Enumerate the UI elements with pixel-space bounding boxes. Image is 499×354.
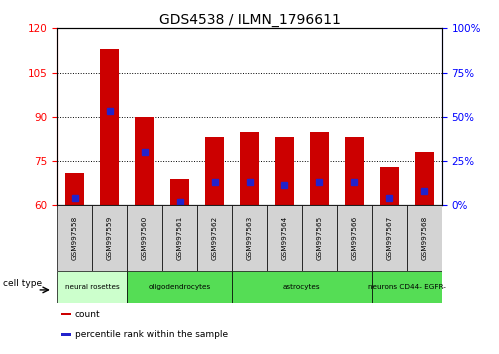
Text: astrocytes: astrocytes xyxy=(283,284,321,290)
Text: GSM997568: GSM997568 xyxy=(421,216,427,260)
Bar xyxy=(205,137,224,205)
Bar xyxy=(61,333,71,336)
Bar xyxy=(170,179,189,205)
Bar xyxy=(240,132,259,205)
Text: oligodendrocytes: oligodendrocytes xyxy=(149,284,211,290)
Text: cell type: cell type xyxy=(3,279,42,288)
FancyBboxPatch shape xyxy=(337,205,372,271)
Text: GSM997566: GSM997566 xyxy=(351,216,357,260)
Bar xyxy=(135,117,154,205)
Text: GSM997558: GSM997558 xyxy=(72,216,78,260)
FancyBboxPatch shape xyxy=(197,205,232,271)
FancyBboxPatch shape xyxy=(127,205,162,271)
FancyBboxPatch shape xyxy=(232,271,372,303)
Text: GSM997565: GSM997565 xyxy=(316,216,322,260)
Text: percentile rank within the sample: percentile rank within the sample xyxy=(75,330,228,339)
Text: neural rosettes: neural rosettes xyxy=(65,284,120,290)
FancyBboxPatch shape xyxy=(127,271,232,303)
FancyBboxPatch shape xyxy=(92,205,127,271)
Text: count: count xyxy=(75,309,100,319)
Text: GSM997564: GSM997564 xyxy=(281,216,287,260)
FancyBboxPatch shape xyxy=(57,271,127,303)
FancyBboxPatch shape xyxy=(57,205,92,271)
Text: neurons CD44- EGFR-: neurons CD44- EGFR- xyxy=(368,284,446,290)
Text: GSM997563: GSM997563 xyxy=(247,216,252,260)
Text: GSM997559: GSM997559 xyxy=(107,216,113,260)
Bar xyxy=(65,173,84,205)
Text: GSM997561: GSM997561 xyxy=(177,216,183,260)
Text: GSM997567: GSM997567 xyxy=(386,216,392,260)
Bar xyxy=(310,132,329,205)
Text: GSM997560: GSM997560 xyxy=(142,216,148,260)
FancyBboxPatch shape xyxy=(372,271,442,303)
Bar xyxy=(61,313,71,315)
FancyBboxPatch shape xyxy=(302,205,337,271)
Bar xyxy=(100,49,119,205)
Bar xyxy=(380,167,399,205)
Bar xyxy=(275,137,294,205)
FancyBboxPatch shape xyxy=(162,205,197,271)
FancyBboxPatch shape xyxy=(372,205,407,271)
Bar xyxy=(415,152,434,205)
FancyBboxPatch shape xyxy=(232,205,267,271)
FancyBboxPatch shape xyxy=(267,205,302,271)
Title: GDS4538 / ILMN_1796611: GDS4538 / ILMN_1796611 xyxy=(159,13,340,27)
Text: GSM997562: GSM997562 xyxy=(212,216,218,260)
Bar xyxy=(345,137,364,205)
FancyBboxPatch shape xyxy=(407,205,442,271)
